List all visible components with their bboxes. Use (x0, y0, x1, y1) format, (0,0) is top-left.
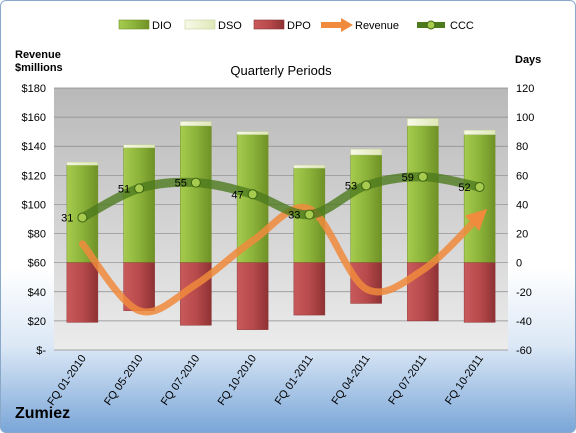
left-tick-label: $180 (22, 83, 46, 95)
left-tick-label: $80 (28, 229, 46, 241)
legend-label-dio: DIO (152, 20, 172, 32)
ccc-data-label: 47 (231, 189, 243, 201)
right-tick-label: 20 (516, 229, 528, 241)
chart-title: Quarterly Periods (230, 63, 332, 78)
lines: 31 51 55 47 33 53 59 52 (61, 171, 488, 316)
ccc-point (361, 180, 372, 191)
legend-label-ccc: CCC (450, 20, 474, 32)
ccc-data-label: 51 (118, 183, 130, 195)
dpo-bar (236, 262, 269, 330)
right-axis-label: Days (515, 54, 541, 66)
legend-swatch-revenue-head (341, 18, 353, 32)
ccc-data-label: 59 (402, 172, 414, 184)
x-tick-label: FQ 10-2011 (443, 353, 486, 407)
left-tick-label: $60 (28, 258, 46, 270)
legend-swatch-ccc-dot (426, 20, 436, 30)
x-tick-label: FQ 05-2010 (102, 353, 146, 408)
right-tick-label: 40 (516, 199, 528, 211)
dso-bar (407, 118, 439, 127)
dso-bar (350, 148, 382, 156)
dio-bar (463, 134, 496, 263)
dso-bar (180, 121, 212, 127)
ccc-data-label: 55 (175, 178, 187, 190)
left-tick-label: $40 (28, 287, 46, 299)
ccc-data-label: 52 (458, 182, 470, 194)
left-tick-label: $- (36, 345, 46, 357)
ccc-point (247, 189, 258, 200)
left-axis-label-line2: $millions (15, 62, 63, 74)
left-axis: $- $20 $40 $60 $80 $100 $120 $140 $160 $180 (22, 83, 47, 357)
legend-swatch-dso (184, 19, 216, 30)
right-tick-label: -40 (516, 316, 532, 328)
x-tick-label: FQ 07-2011 (386, 353, 429, 407)
dso-bar (236, 131, 269, 135)
dio-bar (350, 154, 382, 263)
x-tick-label: FQ 01-2011 (273, 353, 316, 407)
right-tick-label: 100 (516, 112, 534, 124)
left-tick-label: $160 (22, 112, 46, 124)
dio-bar (180, 125, 212, 263)
dso-bar (293, 164, 326, 169)
right-tick-label: -20 (516, 287, 532, 299)
right-axis: -60 -40 -20 0 20 40 60 80 100 120 (516, 83, 534, 357)
x-tick-label: FQ 07-2010 (159, 353, 203, 408)
right-tick-label: 60 (516, 170, 528, 182)
right-tick-label: 80 (516, 141, 528, 153)
left-tick-label: $120 (22, 170, 46, 182)
dso-bar (463, 129, 496, 135)
legend-label-dpo: DPO (287, 20, 311, 32)
legend: DIO DSO DPO Revenue CCC (118, 18, 474, 32)
x-tick-label: FQ 10-2010 (216, 353, 260, 408)
right-tick-label: 0 (516, 258, 522, 270)
dio-bar (123, 147, 155, 263)
dso-bar (123, 144, 155, 148)
right-tick-label: 120 (516, 83, 534, 95)
dio-bar (407, 125, 439, 263)
ccc-point (77, 212, 88, 223)
legend-label-dso: DSO (218, 20, 242, 32)
company-name: Zumiez (15, 405, 71, 422)
ccc-point (190, 177, 201, 188)
legend-swatch-dio (118, 19, 150, 30)
right-tick-label: -60 (516, 345, 532, 357)
ccc-data-label: 53 (345, 181, 357, 193)
dpo-bar (66, 262, 99, 323)
ccc-point (304, 209, 315, 220)
x-tick-label: FQ 04-2011 (330, 353, 373, 407)
dpo-bar (293, 262, 326, 316)
ccc-point (417, 171, 428, 182)
left-tick-label: $140 (22, 141, 46, 153)
x-axis: FQ 01-2010 FQ 05-2010 FQ 07-2010 FQ 10-2010… (45, 353, 486, 408)
revenue-line (78, 203, 488, 316)
dpo-bar (463, 262, 496, 323)
left-tick-label: $20 (28, 316, 46, 328)
dso-bar (66, 161, 99, 166)
legend-swatch-dpo (253, 19, 285, 30)
legend-label-revenue: Revenue (355, 20, 399, 32)
x-tick-label: FQ 01-2010 (45, 353, 89, 408)
ccc-data-label: 31 (61, 213, 73, 225)
left-tick-label: $100 (22, 199, 46, 211)
left-axis-label-line1: Revenue (15, 49, 61, 61)
ccc-data-label: 33 (288, 210, 300, 222)
ccc-point (474, 181, 485, 192)
ccc-point (134, 183, 145, 194)
